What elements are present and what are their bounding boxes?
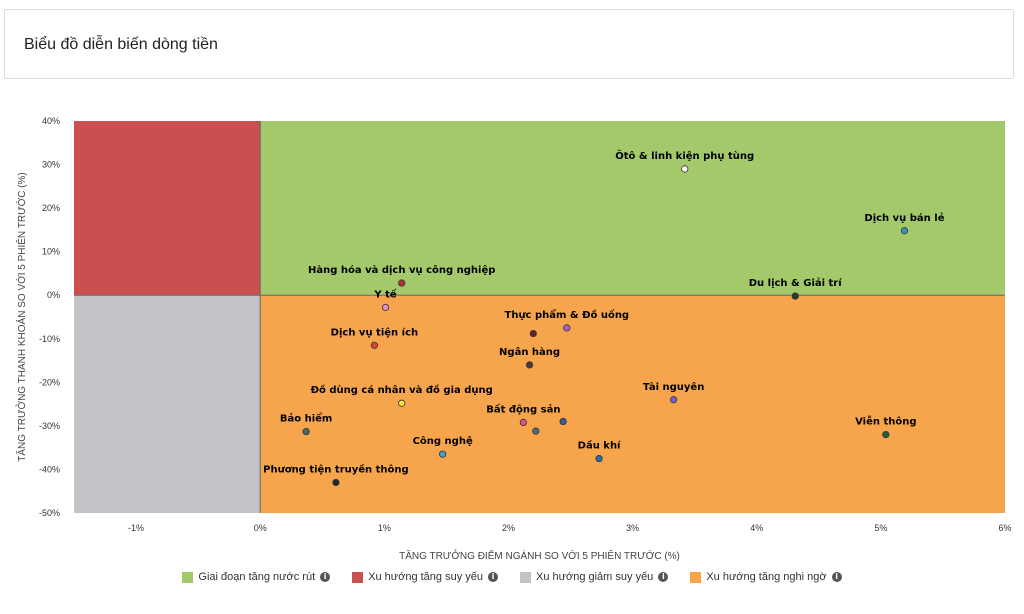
data-point-label: Dịch vụ tiện ích (331, 326, 418, 338)
data-point (519, 418, 527, 427)
quadrant-area (74, 121, 261, 296)
y-tick-label: 10% (42, 247, 60, 257)
data-point (559, 417, 567, 426)
data-point-label: Bất động sản (486, 402, 560, 415)
data-point-label: Du lịch & Giải trí (749, 277, 842, 289)
page-title: Biểu đồ diễn biến dòng tiền (24, 36, 218, 53)
data-point (381, 303, 390, 312)
data-point (398, 399, 406, 407)
legend-item-sprint[interactable]: Giai đoạn tăng nước rút i (182, 571, 331, 583)
data-point (595, 454, 603, 463)
data-point-label: Công nghệ (413, 435, 473, 447)
x-tick-label: 0% (254, 523, 267, 533)
data-point (900, 227, 909, 235)
x-tick-label: -1% (128, 523, 144, 533)
data-point (398, 279, 406, 287)
title-card: Biểu đồ diễn biến dòng tiền (4, 9, 1014, 79)
data-point-label: Dịch vụ bán lẻ (864, 212, 944, 224)
data-point (529, 329, 537, 338)
legend-swatch (182, 571, 194, 583)
data-point-label: Y tế (373, 287, 397, 300)
data-point (370, 341, 379, 349)
data-point-label: Dầu khí (578, 440, 621, 452)
x-tick-label: 2% (502, 523, 515, 533)
legend: Giai đoạn tăng nước rút i Xu hướng tăng … (0, 571, 1024, 583)
info-icon[interactable]: i (320, 572, 331, 582)
quadrant-area (260, 121, 1005, 296)
data-point (681, 165, 689, 173)
data-point (669, 396, 678, 404)
legend-item-doubtful-uptrend[interactable]: Xu hướng tăng nghi ngờ i (690, 571, 842, 583)
legend-item-uptrend-weakening[interactable]: Xu hướng tăng suy yếu i (352, 571, 498, 583)
data-point (532, 427, 540, 435)
legend-label: Xu hướng tăng suy yếu (368, 571, 483, 583)
x-tick-label: 5% (874, 523, 887, 533)
x-axis-label: TĂNG TRƯỞNG ĐIỂM NGÀNH SO VỚI 5 PHIÊN TR… (399, 549, 680, 562)
y-tick-label: -40% (39, 464, 60, 474)
data-point-label: Đồ dùng cá nhân và đồ gia dụng (311, 383, 493, 396)
legend-swatch (690, 571, 702, 583)
legend-label: Giai đoạn tăng nước rút (198, 571, 316, 583)
y-tick-label: -50% (39, 508, 60, 518)
quadrant-area (74, 295, 261, 513)
y-tick-label: 40% (42, 116, 60, 126)
x-tick-label: 6% (998, 523, 1011, 533)
data-point-label: Ngân hàng (499, 346, 560, 358)
x-tick-label: 4% (750, 523, 763, 533)
info-icon[interactable]: i (488, 572, 498, 582)
x-tick-label: 1% (378, 523, 391, 533)
data-point-label: Thực phẩm & Đồ uống (505, 308, 630, 321)
x-tick-label: 3% (626, 523, 639, 533)
legend-label: Xu hướng tăng nghi ngờ (706, 571, 827, 583)
y-tick-label: 30% (42, 160, 60, 170)
cashflow-scatter-chart: -1% 0% 1% 2% 3% 4% 5% 6% 40% 30% 20% 10% 0% -10% -20% -… (15, 116, 1012, 562)
legend-item-downtrend-weakening[interactable]: Xu hướng giảm suy yếu i (520, 571, 669, 583)
legend-label: Xu hướng giảm suy yếu (536, 571, 654, 583)
data-point (563, 324, 571, 332)
data-point-label: Bảo hiểm (280, 412, 332, 425)
legend-swatch (520, 571, 531, 583)
info-icon[interactable]: i (831, 572, 842, 582)
data-point (439, 450, 447, 458)
y-tick-label: -30% (39, 421, 60, 431)
data-point-label: Hàng hóa và dịch vụ công nghiệp (308, 264, 495, 276)
data-point (882, 430, 890, 439)
data-point-label: Viễn thông (855, 415, 916, 428)
y-tick-label: 20% (42, 203, 60, 213)
data-point (302, 427, 310, 436)
legend-swatch (352, 571, 364, 583)
info-icon[interactable]: i (658, 572, 669, 582)
y-axis-label: TĂNG TRƯỞNG THANH KHOẢN SO VỚI 5 PHIÊN T… (15, 172, 28, 462)
data-point (332, 478, 340, 487)
data-point-label: Tài nguyên (643, 381, 705, 393)
quadrant-area (260, 295, 1005, 513)
data-point (791, 292, 799, 300)
y-tick-label: -20% (39, 377, 60, 387)
y-tick-label: 0% (47, 290, 60, 300)
data-point (525, 361, 534, 369)
y-tick-label: -10% (39, 334, 60, 344)
data-point-label: Phương tiện truyền thông (263, 463, 409, 476)
data-point-label: Ôtô & linh kiện phụ tùng (615, 149, 754, 162)
